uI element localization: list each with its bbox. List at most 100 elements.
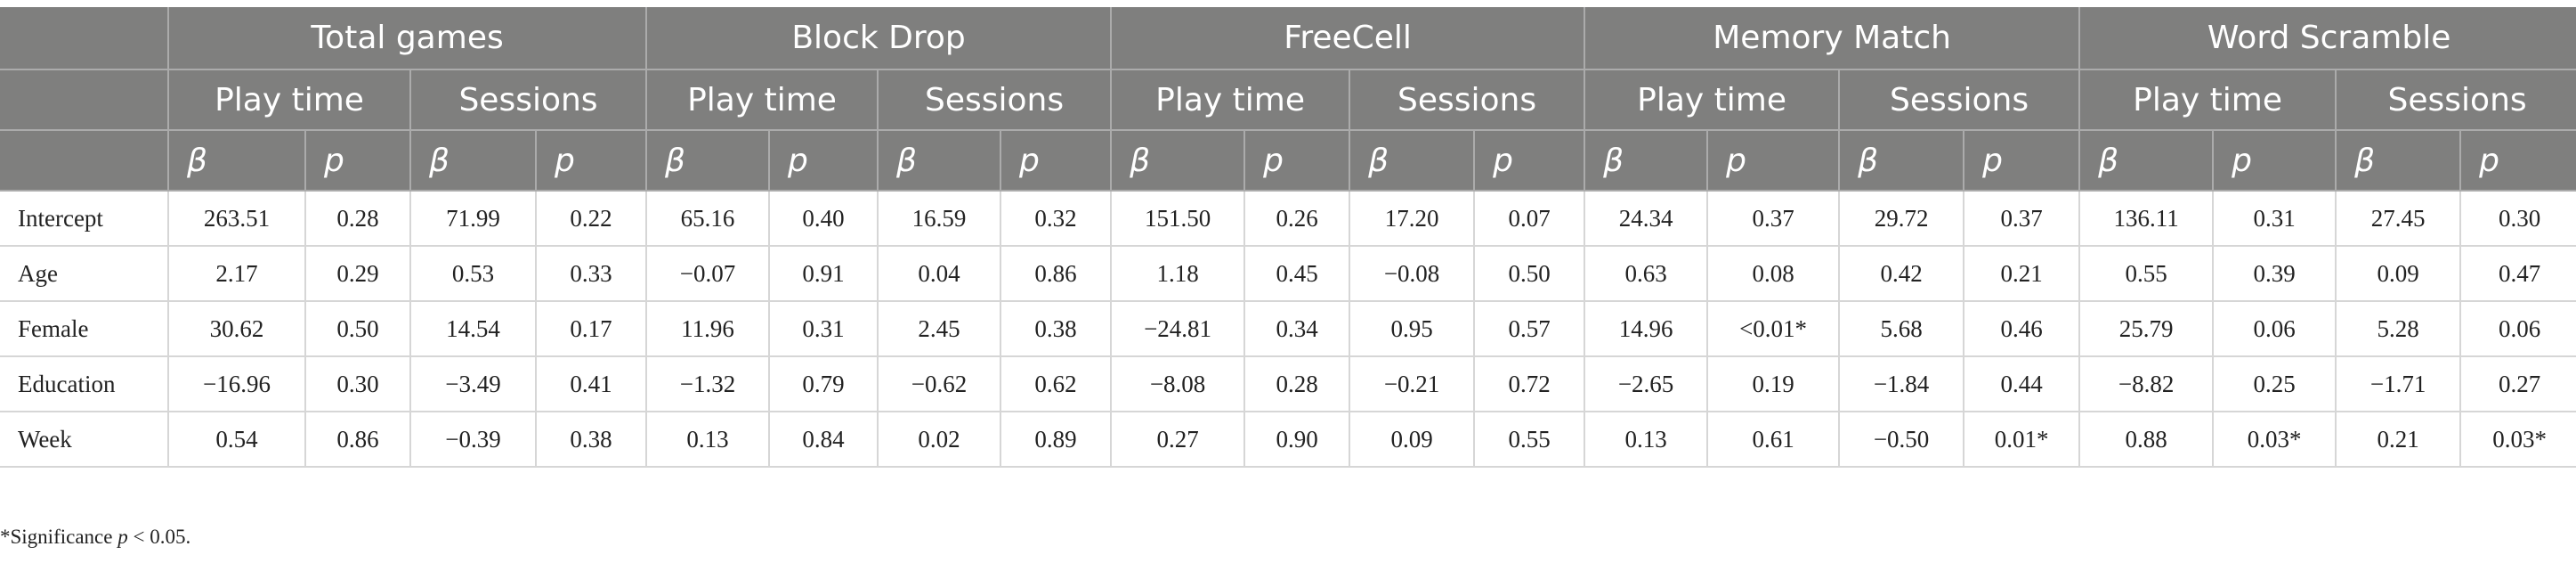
p-header: p	[1000, 130, 1113, 192]
p-value-cell: 0.29	[305, 246, 411, 302]
p-value-cell: 0.79	[769, 356, 879, 412]
measure-header: Sessions	[1839, 69, 2081, 131]
p-value-cell: 0.47	[2460, 246, 2576, 302]
p-value-cell: 0.30	[2460, 191, 2576, 247]
p-value-cell: 0.55	[1474, 412, 1586, 468]
table-footnote: *Significance p < 0.05.	[0, 526, 190, 549]
beta-cell: 2.45	[878, 301, 1002, 357]
p-value-cell: 0.50	[305, 301, 411, 357]
beta-cell: 1.18	[1111, 246, 1246, 302]
group-header: Block Drop	[646, 7, 1113, 70]
beta-cell: 0.09	[2336, 246, 2462, 302]
beta-cell: 0.55	[2079, 246, 2215, 302]
p-value-cell: 0.37	[1707, 191, 1841, 247]
row-label: Female	[0, 301, 169, 357]
beta-cell: −8.82	[2079, 356, 2215, 412]
beta-cell: −0.08	[1349, 246, 1476, 302]
row-label: Age	[0, 246, 169, 302]
p-value-cell: 0.25	[2213, 356, 2337, 412]
measure-header: Play time	[1584, 69, 1841, 131]
beta-cell: 11.96	[646, 301, 771, 357]
table-row: Week 0.54 0.86 −0.39 0.38 0.13 0.84 0.02 0.89 0.2…	[0, 412, 2576, 468]
footnote-symbol: p	[117, 526, 128, 548]
p-value-cell: 0.27	[2460, 356, 2576, 412]
footnote-suffix: < 0.05.	[127, 526, 191, 548]
p-value-cell: 0.22	[536, 191, 648, 247]
p-value-cell: 0.44	[1964, 356, 2081, 412]
p-value-cell: 0.03*	[2213, 412, 2337, 468]
beta-cell: −0.39	[410, 412, 537, 468]
beta-cell: 136.11	[2079, 191, 2215, 247]
table-row: Intercept 263.51 0.28 71.99 0.22 65.16 0.40 16.…	[0, 191, 2576, 247]
p-header: p	[1244, 130, 1351, 192]
measure-header: Play time	[1111, 69, 1351, 131]
table-row: Female 30.62 0.50 14.54 0.17 11.96 0.31 2.45 0.3…	[0, 301, 2576, 357]
p-value-cell: 0.31	[2213, 191, 2337, 247]
beta-cell: 14.54	[410, 301, 537, 357]
p-header: p	[2460, 130, 2576, 192]
p-value-cell: 0.62	[1000, 356, 1113, 412]
beta-header: β	[2079, 130, 2215, 192]
p-value-cell: <0.01*	[1707, 301, 1841, 357]
beta-header: β	[1584, 130, 1709, 192]
beta-cell: 71.99	[410, 191, 537, 247]
p-value-cell: 0.33	[536, 246, 648, 302]
beta-cell: 30.62	[168, 301, 306, 357]
p-value-cell: 0.08	[1707, 246, 1841, 302]
p-value-cell: 0.50	[1474, 246, 1586, 302]
p-value-cell: 0.30	[305, 356, 411, 412]
beta-cell: −2.65	[1584, 356, 1709, 412]
p-header: p	[1474, 130, 1586, 192]
p-value-cell: 0.38	[536, 412, 648, 468]
table-row: Education −16.96 0.30 −3.49 0.41 −1.32 0.79 −0.…	[0, 356, 2576, 412]
beta-cell: 0.13	[646, 412, 771, 468]
p-value-cell: 0.46	[1964, 301, 2081, 357]
beta-cell: −3.49	[410, 356, 537, 412]
p-value-cell: 0.45	[1244, 246, 1351, 302]
p-value-cell: 0.06	[2213, 301, 2337, 357]
p-value-cell: 0.06	[2460, 301, 2576, 357]
header-empty-corner	[0, 7, 169, 70]
p-header: p	[769, 130, 879, 192]
p-header: p	[1964, 130, 2081, 192]
p-value-cell: 0.61	[1707, 412, 1841, 468]
beta-header: β	[1839, 130, 1965, 192]
beta-cell: −0.62	[878, 356, 1002, 412]
beta-cell: 65.16	[646, 191, 771, 247]
beta-cell: −0.07	[646, 246, 771, 302]
table-body: Intercept 263.51 0.28 71.99 0.22 65.16 0.40 16.…	[0, 191, 2576, 468]
p-value-cell: 0.19	[1707, 356, 1841, 412]
p-value-cell: 0.26	[1244, 191, 1351, 247]
table-row: Age 2.17 0.29 0.53 0.33 −0.07 0.91 0.04 0.86 1.18…	[0, 246, 2576, 302]
beta-header: β	[410, 130, 537, 192]
beta-cell: 0.02	[878, 412, 1002, 468]
header-empty-cell	[0, 69, 169, 131]
beta-cell: 0.95	[1349, 301, 1476, 357]
beta-cell: 17.20	[1349, 191, 1476, 247]
regression-table: Total games Block Drop FreeCell Memory M…	[0, 7, 2576, 468]
p-value-cell: 0.89	[1000, 412, 1113, 468]
beta-cell: 16.59	[878, 191, 1002, 247]
header-row-stats: β p β p β p β p β p β p β p β p β p β p	[0, 130, 2576, 192]
beta-header: β	[168, 130, 306, 192]
p-header: p	[536, 130, 648, 192]
header-row-groups: Total games Block Drop FreeCell Memory M…	[0, 7, 2576, 70]
beta-header: β	[1111, 130, 1246, 192]
p-value-cell: 0.07	[1474, 191, 1586, 247]
p-value-cell: 0.40	[769, 191, 879, 247]
group-header: Word Scramble	[2079, 7, 2576, 70]
beta-cell: −0.21	[1349, 356, 1476, 412]
beta-header: β	[646, 130, 771, 192]
beta-cell: 0.88	[2079, 412, 2215, 468]
measure-header: Play time	[2079, 69, 2337, 131]
beta-cell: 2.17	[168, 246, 306, 302]
p-header: p	[305, 130, 411, 192]
measure-header: Play time	[646, 69, 879, 131]
p-value-cell: 0.21	[1964, 246, 2081, 302]
beta-cell: 0.04	[878, 246, 1002, 302]
p-value-cell: 0.57	[1474, 301, 1586, 357]
group-header: Memory Match	[1584, 7, 2081, 70]
p-value-cell: 0.03*	[2460, 412, 2576, 468]
footnote-prefix: *Significance	[0, 526, 118, 548]
beta-cell: −1.84	[1839, 356, 1965, 412]
